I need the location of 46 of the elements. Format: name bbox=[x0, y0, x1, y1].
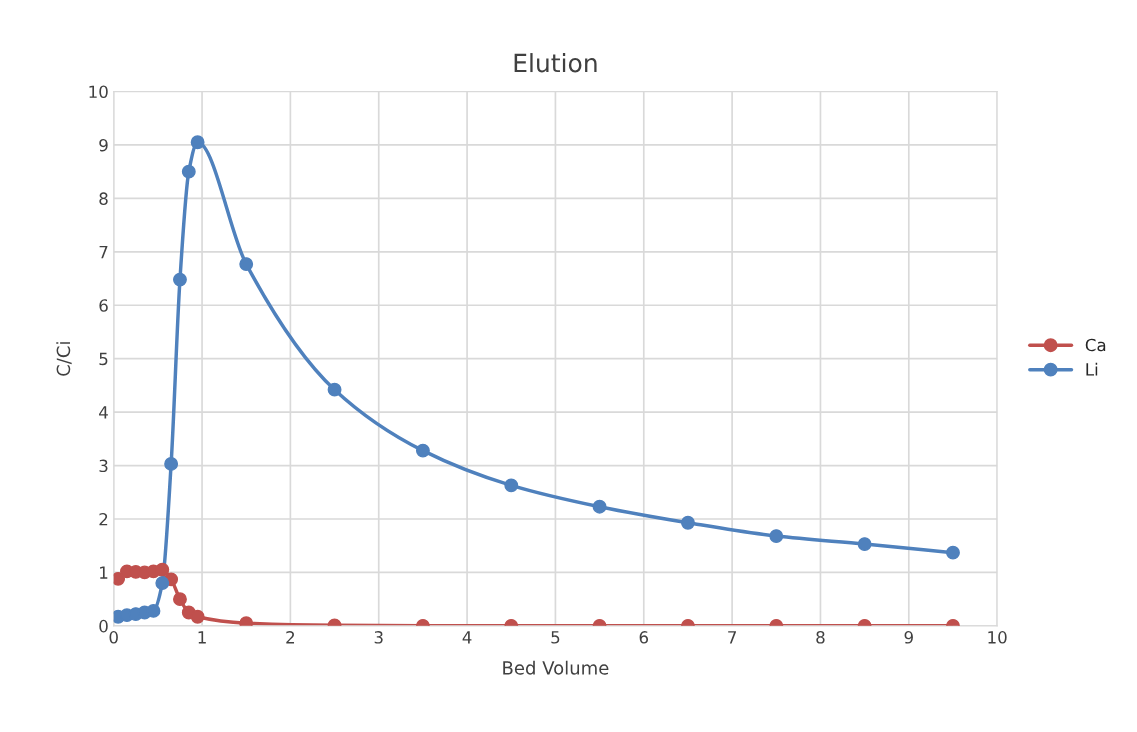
x-tick-label: 10 bbox=[988, 631, 1007, 644]
legend-label: Ca bbox=[1085, 338, 1106, 352]
x-tick-label: 4 bbox=[462, 631, 472, 644]
point bbox=[190, 609, 205, 624]
chart-title: Elution bbox=[514, 53, 597, 73]
point bbox=[164, 457, 179, 471]
y-tick-label: 5 bbox=[99, 352, 108, 366]
y-tick-label: 3 bbox=[99, 459, 108, 473]
legend-label: Li bbox=[1086, 362, 1098, 376]
y-tick-label: 0 bbox=[99, 619, 108, 633]
x-tick-label: 0 bbox=[109, 631, 118, 644]
x-tick-label: 2 bbox=[286, 631, 295, 644]
y-axis-title: C/Ci bbox=[56, 342, 72, 376]
point bbox=[327, 382, 342, 397]
point bbox=[769, 529, 784, 544]
point bbox=[190, 135, 205, 150]
point bbox=[181, 164, 196, 179]
x-tick-label: 1 bbox=[198, 631, 206, 644]
point bbox=[155, 562, 170, 577]
y-tick-label: 8 bbox=[99, 192, 108, 205]
point bbox=[113, 571, 126, 586]
point bbox=[146, 603, 161, 618]
x-axis-title: Bed Volume bbox=[503, 660, 609, 675]
point bbox=[415, 443, 430, 458]
y-tick-label: 7 bbox=[99, 245, 108, 259]
point bbox=[592, 499, 607, 514]
x-tick-label: 7 bbox=[728, 631, 736, 644]
y-tick-label: 6 bbox=[99, 299, 108, 312]
x-tick-label: 5 bbox=[551, 631, 560, 644]
point bbox=[155, 576, 170, 591]
point bbox=[680, 515, 695, 530]
y-tick-label: 1 bbox=[100, 566, 108, 579]
x-tick-label: 9 bbox=[904, 631, 913, 644]
point bbox=[504, 478, 519, 493]
y-tick-label: 2 bbox=[99, 512, 108, 526]
y-tick-label: 10 bbox=[89, 85, 108, 99]
point bbox=[946, 545, 960, 560]
x-tick-label: 8 bbox=[816, 631, 825, 644]
y-tick-label: 9 bbox=[99, 138, 108, 152]
point bbox=[857, 537, 872, 552]
x-tick-label: 6 bbox=[639, 631, 649, 644]
point bbox=[173, 592, 187, 607]
point bbox=[239, 257, 254, 272]
point bbox=[173, 272, 187, 287]
y-tick-label: 4 bbox=[99, 406, 108, 419]
x-tick-label: 3 bbox=[374, 631, 383, 644]
